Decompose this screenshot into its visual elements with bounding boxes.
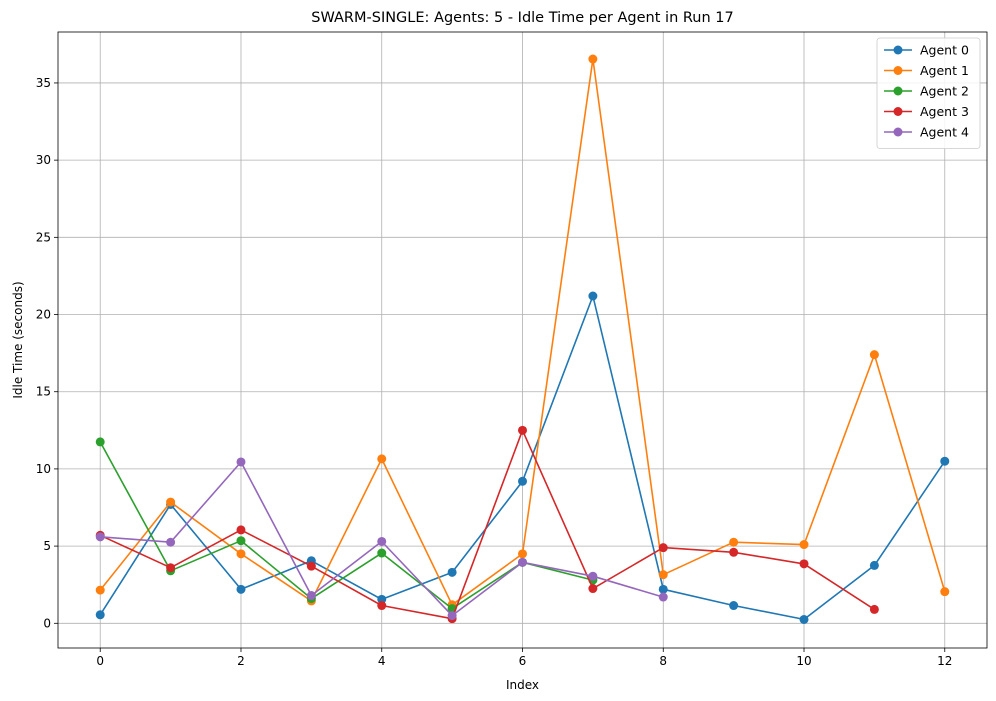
series-line: [99, 441, 594, 610]
data-point: [729, 601, 739, 611]
x-tick-label: 0: [96, 654, 104, 668]
y-tick-label: 15: [36, 385, 51, 399]
data-point: [588, 571, 598, 581]
data-point: [306, 591, 316, 601]
data-point: [95, 532, 105, 542]
x-tick-label: 12: [937, 654, 952, 668]
data-point: [166, 497, 176, 507]
y-tick-label: 35: [36, 76, 51, 90]
grid-layer: [58, 32, 987, 648]
data-point: [658, 543, 668, 553]
legend-label: Agent 0: [920, 43, 969, 58]
x-tick-label: 2: [237, 654, 245, 668]
data-point: [940, 587, 950, 597]
legend-marker: [893, 127, 903, 137]
legend-label: Agent 2: [920, 84, 969, 99]
data-point: [729, 547, 739, 557]
data-point: [799, 559, 809, 569]
data-point: [377, 548, 387, 558]
data-point: [377, 536, 387, 546]
legend-item-agent-4: Agent 4: [884, 125, 969, 140]
series-line: [99, 429, 875, 620]
data-point: [166, 563, 176, 573]
data-point: [658, 592, 668, 602]
data-point: [95, 437, 105, 447]
x-tick-label: 8: [659, 654, 667, 668]
y-tick-label: 30: [36, 153, 51, 167]
data-point: [518, 476, 527, 486]
chart-title: SWARM-SINGLE: Agents: 5 - Idle Time per …: [311, 10, 733, 26]
data-point: [799, 614, 809, 624]
data-point: [447, 567, 457, 577]
y-tick-label: 0: [43, 616, 51, 630]
data-point: [588, 584, 598, 594]
data-point: [236, 457, 246, 467]
legend-item-agent-1: Agent 1: [884, 63, 969, 78]
legend-item-agent-3: Agent 3: [884, 104, 969, 119]
data-point: [95, 610, 105, 620]
y-tick-label: 5: [43, 539, 51, 553]
data-point: [518, 425, 527, 435]
legend-marker: [893, 107, 903, 116]
data-point: [377, 594, 387, 604]
data-point: [658, 584, 668, 594]
data-point: [166, 537, 176, 547]
y-tick-label: 10: [36, 462, 51, 476]
series-layer: [95, 54, 950, 624]
legend-marker: [893, 86, 903, 96]
data-point: [940, 456, 950, 466]
data-point: [518, 557, 527, 567]
x-axis-title: Index: [506, 678, 539, 692]
data-point: [869, 350, 879, 360]
x-tick-label: 4: [378, 654, 386, 668]
data-point: [236, 536, 246, 546]
x-tick-label: 10: [796, 654, 811, 668]
y-tick-label: 25: [36, 230, 51, 244]
data-point: [236, 549, 246, 559]
legend-label: Agent 1: [920, 63, 969, 78]
legend-label: Agent 4: [920, 125, 969, 140]
data-point: [377, 601, 387, 611]
data-point: [518, 549, 527, 559]
data-point: [588, 291, 598, 301]
data-point: [799, 540, 809, 550]
data-point: [869, 604, 879, 614]
data-point: [658, 570, 668, 580]
series-agent-3: [95, 425, 879, 624]
data-point: [236, 584, 246, 594]
legend-box: [876, 37, 981, 149]
data-point: [447, 611, 457, 621]
x-tick-label: 6: [519, 654, 527, 668]
legend-marker: [893, 66, 903, 75]
data-point: [869, 560, 879, 570]
legend: Agent 0 Agent 1 Agent 2 Agent 3 Agent 4: [876, 37, 981, 149]
data-point: [306, 561, 316, 571]
series-agent-4: [95, 457, 668, 621]
legend-item-agent-2: Agent 2: [884, 84, 969, 99]
series-agent-1: [95, 54, 950, 610]
plot-frame: [57, 31, 988, 649]
data-point: [588, 54, 598, 64]
legend-marker: [893, 45, 903, 55]
axis-ticks: 0 2 4 6 8 10 12 0 5 10 15 20 25 30 35: [36, 76, 953, 668]
data-point: [236, 525, 246, 535]
legend-label: Agent 3: [920, 104, 969, 119]
data-point: [377, 454, 387, 464]
data-point: [729, 537, 739, 547]
legend-item-agent-0: Agent 0: [884, 43, 969, 58]
series-agent-0: [95, 291, 950, 624]
y-tick-label: 20: [36, 308, 51, 322]
y-axis-title: Idle Time (seconds): [11, 281, 25, 398]
data-point: [95, 585, 105, 595]
